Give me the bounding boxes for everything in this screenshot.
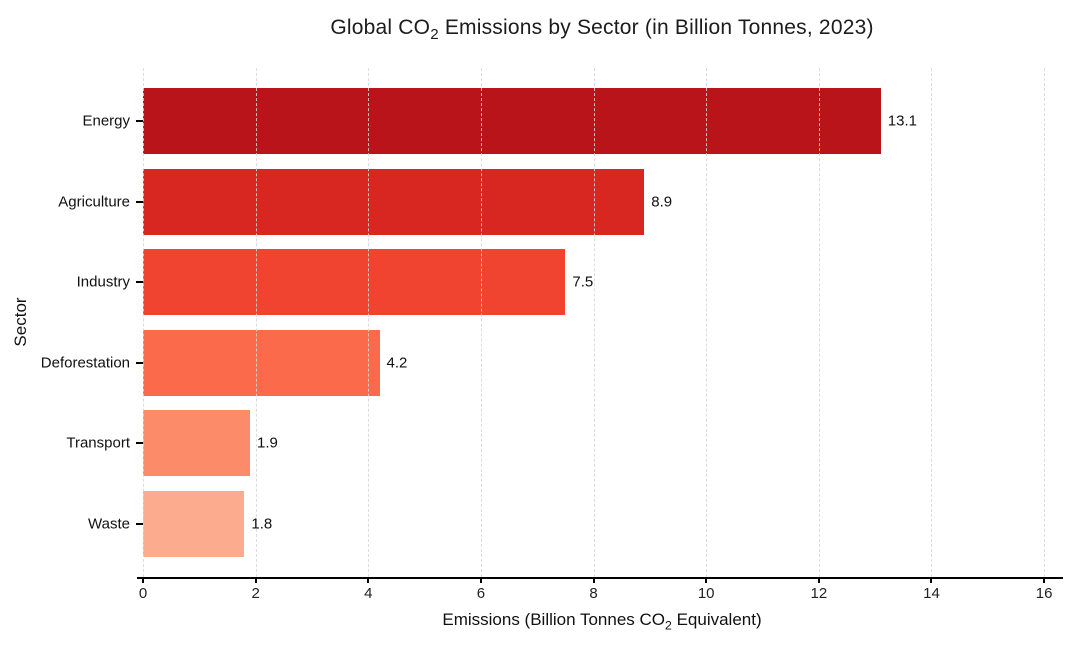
category-label-transport: Transport (66, 434, 130, 452)
chart-title-text-cont: Emissions by Sector (in Billion Tonnes, … (438, 16, 874, 39)
category-label-energy: Energy (82, 112, 130, 130)
x-axis-line (137, 577, 1063, 579)
x-tick-mark-10 (705, 577, 708, 583)
gridline-x-2 (255, 68, 257, 577)
value-label-agriculture: 8.9 (651, 193, 673, 211)
category-label-deforestation: Deforestation (40, 354, 130, 372)
gridline-x-14 (931, 68, 933, 577)
gridline-x-16 (1044, 68, 1046, 577)
x-tick-mark-14 (930, 577, 933, 583)
chart-title: Global CO2 Emissions by Sector (in Billi… (143, 16, 1061, 44)
bar-waste (143, 491, 245, 557)
y-tick-mark-waste (136, 523, 143, 525)
x-tick-mark-4 (367, 577, 370, 583)
gridline-x-8 (593, 68, 595, 577)
x-axis-ticks: 0 2 4 6 8 10 12 14 16 (139, 577, 1061, 607)
bar-agriculture (143, 168, 645, 235)
x-tick-mark-16 (1043, 577, 1046, 583)
value-label-deforestation: 4.2 (386, 354, 408, 372)
x-tick-mark-0 (142, 577, 144, 583)
x-tick-mark-2 (254, 577, 257, 583)
y-tick-mark-agriculture (136, 200, 143, 203)
bar-transport (143, 410, 250, 477)
x-tick-label-2: 2 (251, 585, 260, 602)
category-label-agriculture: Agriculture (58, 193, 130, 211)
chart-title-text: Global CO (330, 16, 431, 39)
y-axis-category-labels: Energy Agriculture Industry Deforestation Tr… (0, 68, 130, 577)
x-axis-label-text-cont: Equivalent) (671, 610, 762, 629)
gridline-x-6 (480, 68, 482, 577)
gridline-x-10 (706, 68, 708, 577)
chart-title-co2-subscript: 2 (430, 26, 439, 44)
value-label-waste: 1.8 (251, 515, 273, 533)
x-tick-label-4: 4 (364, 585, 373, 602)
bar-industry (143, 249, 566, 316)
category-label-waste: Waste (88, 515, 130, 533)
x-tick-label-8: 8 (589, 585, 598, 602)
gridline-x-12 (818, 68, 820, 577)
value-label-energy: 13.1 (887, 112, 917, 130)
plot-area: 13.1 8.9 7.5 4.2 1.9 1.8 (136, 68, 1063, 579)
value-label-transport: 1.9 (257, 434, 278, 452)
x-tick-mark-8 (592, 577, 595, 583)
x-axis-label-co2-subscript: 2 (665, 618, 672, 633)
x-axis-label-text: Emissions (Billion Tonnes CO (442, 610, 666, 629)
value-label-industry: 7.5 (572, 273, 594, 291)
gridline-x-4 (368, 68, 370, 577)
y-tick-mark-industry (136, 281, 143, 284)
y-tick-mark-deforestation (136, 361, 143, 364)
x-tick-label-12: 12 (810, 585, 828, 602)
x-tick-label-0: 0 (138, 585, 148, 602)
bar-energy (143, 88, 881, 154)
category-label-industry: Industry (76, 273, 130, 291)
x-tick-label-16: 16 (1035, 585, 1053, 602)
x-tick-label-6: 6 (476, 585, 486, 602)
x-tick-mark-12 (817, 577, 820, 583)
x-tick-label-10: 10 (697, 585, 715, 602)
x-axis-label: Emissions (Billion Tonnes CO2 Equivalent… (143, 610, 1061, 633)
gridline-x-0 (143, 68, 144, 577)
y-tick-mark-energy (136, 120, 143, 122)
x-tick-label-14: 14 (923, 585, 940, 602)
y-tick-mark-transport (136, 442, 143, 445)
bar-deforestation (143, 329, 380, 396)
x-tick-mark-6 (479, 577, 482, 583)
